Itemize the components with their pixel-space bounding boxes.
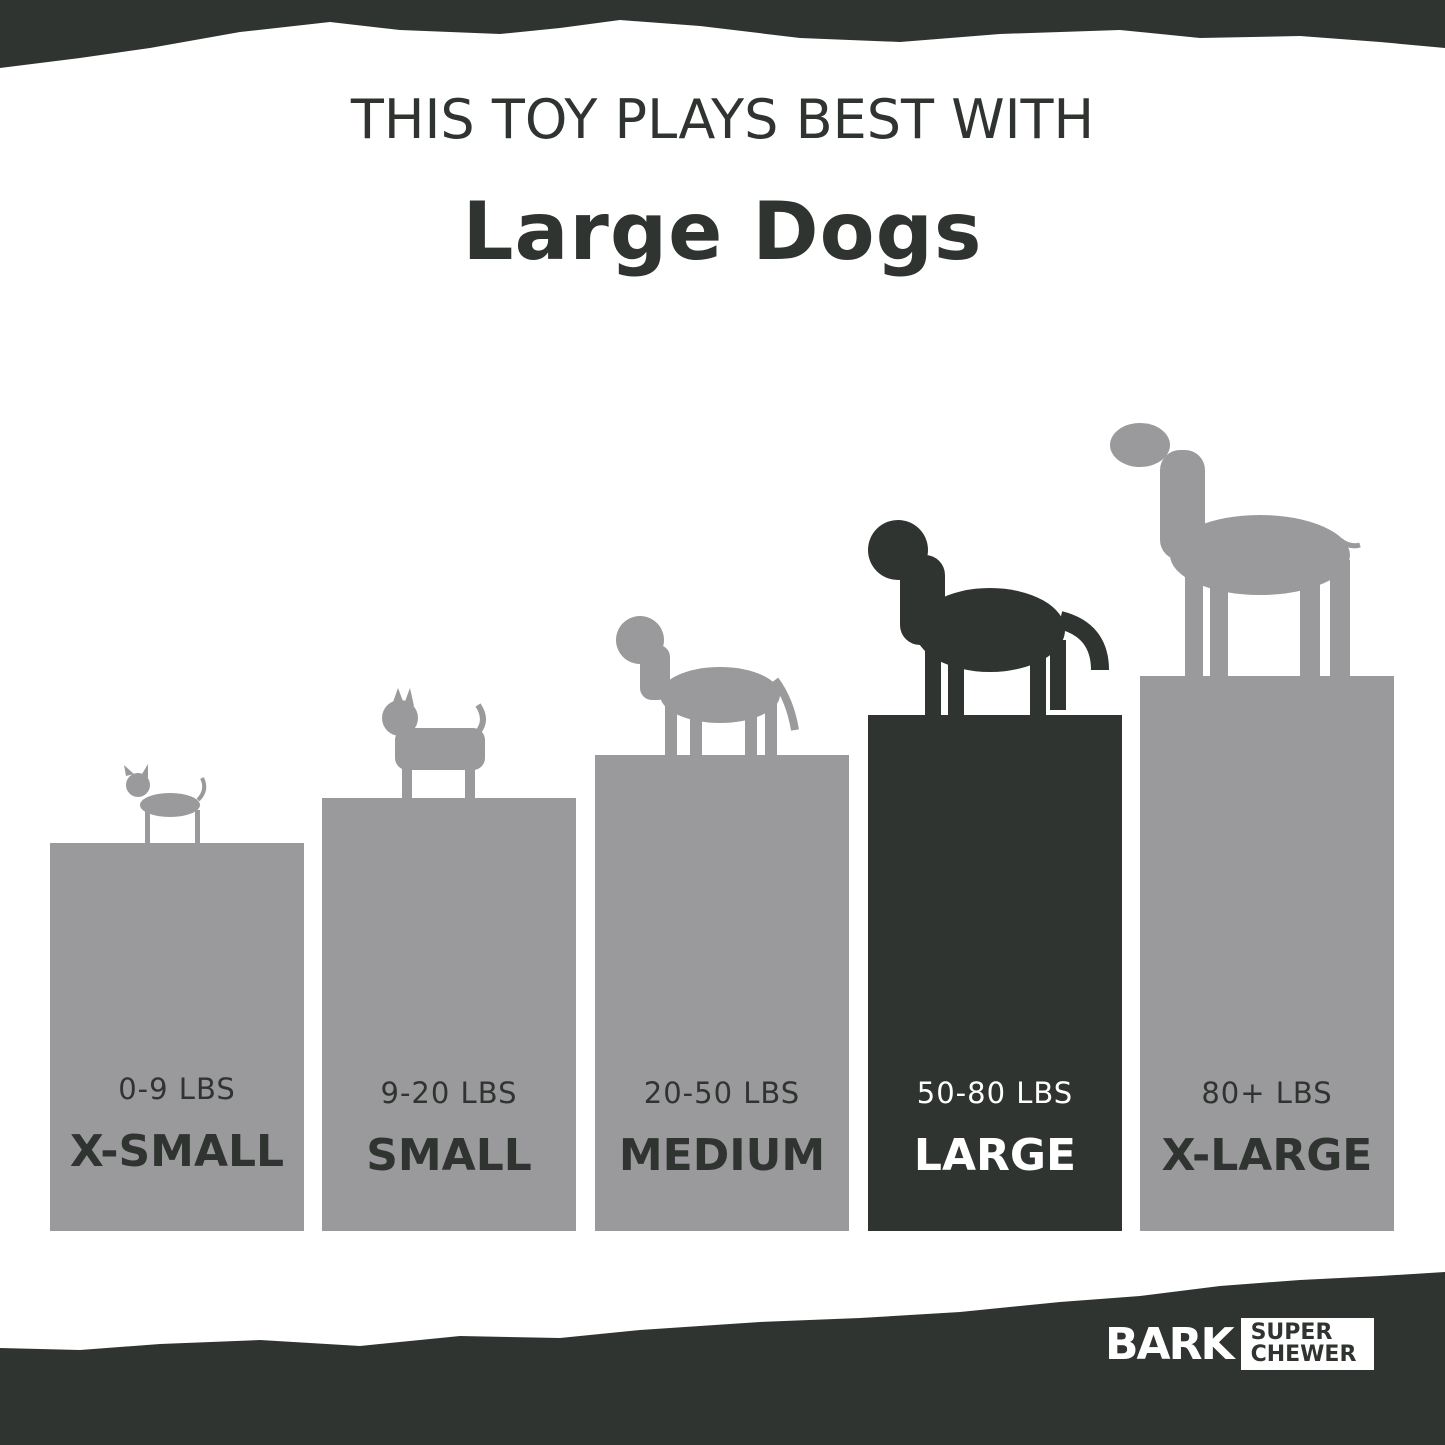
- weight-label: 20-50 LBS: [643, 1076, 801, 1110]
- logo-sub2: CHEWER: [1250, 1342, 1357, 1367]
- chihuahua-icon: [124, 764, 207, 843]
- size-bar-x-small: [50, 843, 304, 1231]
- size-bar-x-large: [1140, 676, 1394, 1231]
- top-torn-edge: [0, 0, 1445, 68]
- great-dane-icon: [1110, 423, 1361, 676]
- logo-tag: SUPER CHEWER: [1240, 1318, 1375, 1370]
- size-label: MEDIUM: [618, 1130, 826, 1181]
- size-label: X-SMALL: [69, 1126, 285, 1177]
- headline-intro: THIS TOY PLAYS BEST WITH: [350, 88, 1095, 151]
- weight-label: 0-9 LBS: [118, 1072, 236, 1106]
- weight-label: 50-80 LBS: [916, 1076, 1074, 1110]
- headline-size: Large Dogs: [462, 185, 983, 278]
- golden-retriever-icon: [868, 520, 1109, 715]
- bark-super-chewer-logo: BARK SUPER CHEWER: [1105, 1318, 1375, 1370]
- weight-label: 9-20 LBS: [380, 1076, 518, 1110]
- size-bar-small: [322, 798, 576, 1231]
- labrador-puppy-icon: [616, 616, 799, 755]
- size-label: LARGE: [913, 1130, 1077, 1181]
- size-bar-large: [868, 715, 1122, 1231]
- size-label: SMALL: [366, 1130, 532, 1181]
- size-bar-medium: [595, 755, 849, 1231]
- bottom-torn-edge: [0, 1272, 1445, 1445]
- weight-label: 80+ LBS: [1201, 1076, 1333, 1110]
- size-label: X-LARGE: [1161, 1130, 1373, 1181]
- logo-sub1: SUPER: [1250, 1320, 1333, 1345]
- scottish-terrier-icon: [382, 688, 486, 798]
- logo-brand: BARK: [1105, 1318, 1235, 1370]
